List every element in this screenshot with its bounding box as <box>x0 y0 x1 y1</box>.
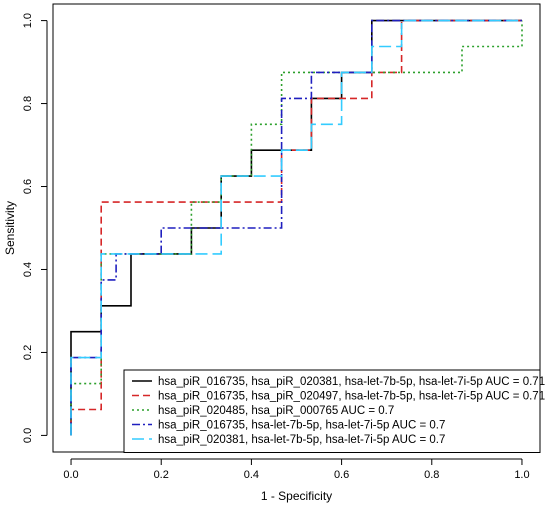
roc-series-5 <box>70 19 522 436</box>
y-axis-label: Sensitivity <box>3 201 17 255</box>
y-tick-label: 1.0 <box>22 13 34 28</box>
legend-label: hsa_piR_016735, hsa-let-7b-5p, hsa-let-7… <box>158 420 445 432</box>
y-tick-label: 0.8 <box>22 96 34 111</box>
x-tick-label: 0.8 <box>424 469 439 481</box>
y-tick-label: 0.4 <box>22 262 34 277</box>
x-tick-label: 0.2 <box>154 469 169 481</box>
axes-layer: 0.0 0.2 0.4 0.6 0.8 1.0 0.0 0.2 0.4 0.6 0.8 1.0 <box>22 3 541 481</box>
x-tick-label: 0.0 <box>63 469 78 481</box>
series-layer <box>70 19 523 436</box>
legend: hsa_piR_016735, hsa_piR_020381, hsa-let-… <box>123 369 545 453</box>
roc-series-4 <box>70 19 522 436</box>
y-tick-label: 0.0 <box>22 428 34 443</box>
x-tick-label: 1.0 <box>514 469 529 481</box>
y-tick-label: 0.6 <box>22 179 34 194</box>
legend-label: hsa_piR_020485, hsa_piR_000765 AUC = 0.7 <box>158 405 394 417</box>
y-tick-label: 0.2 <box>22 345 34 360</box>
legend-box <box>123 369 541 453</box>
x-axis-label: 1 - Specificity <box>261 489 332 503</box>
x-tick-label: 0.6 <box>334 469 349 481</box>
roc-series-2 <box>70 19 522 436</box>
legend-label: hsa_piR_016735, hsa_piR_020381, hsa-let-… <box>158 376 545 388</box>
legend-label: hsa_piR_020381, hsa-let-7b-5p, hsa-let-7… <box>158 434 445 446</box>
legend-label: hsa_piR_016735, hsa_piR_020497, hsa-let-… <box>158 391 545 403</box>
x-tick-label: 0.4 <box>244 469 259 481</box>
